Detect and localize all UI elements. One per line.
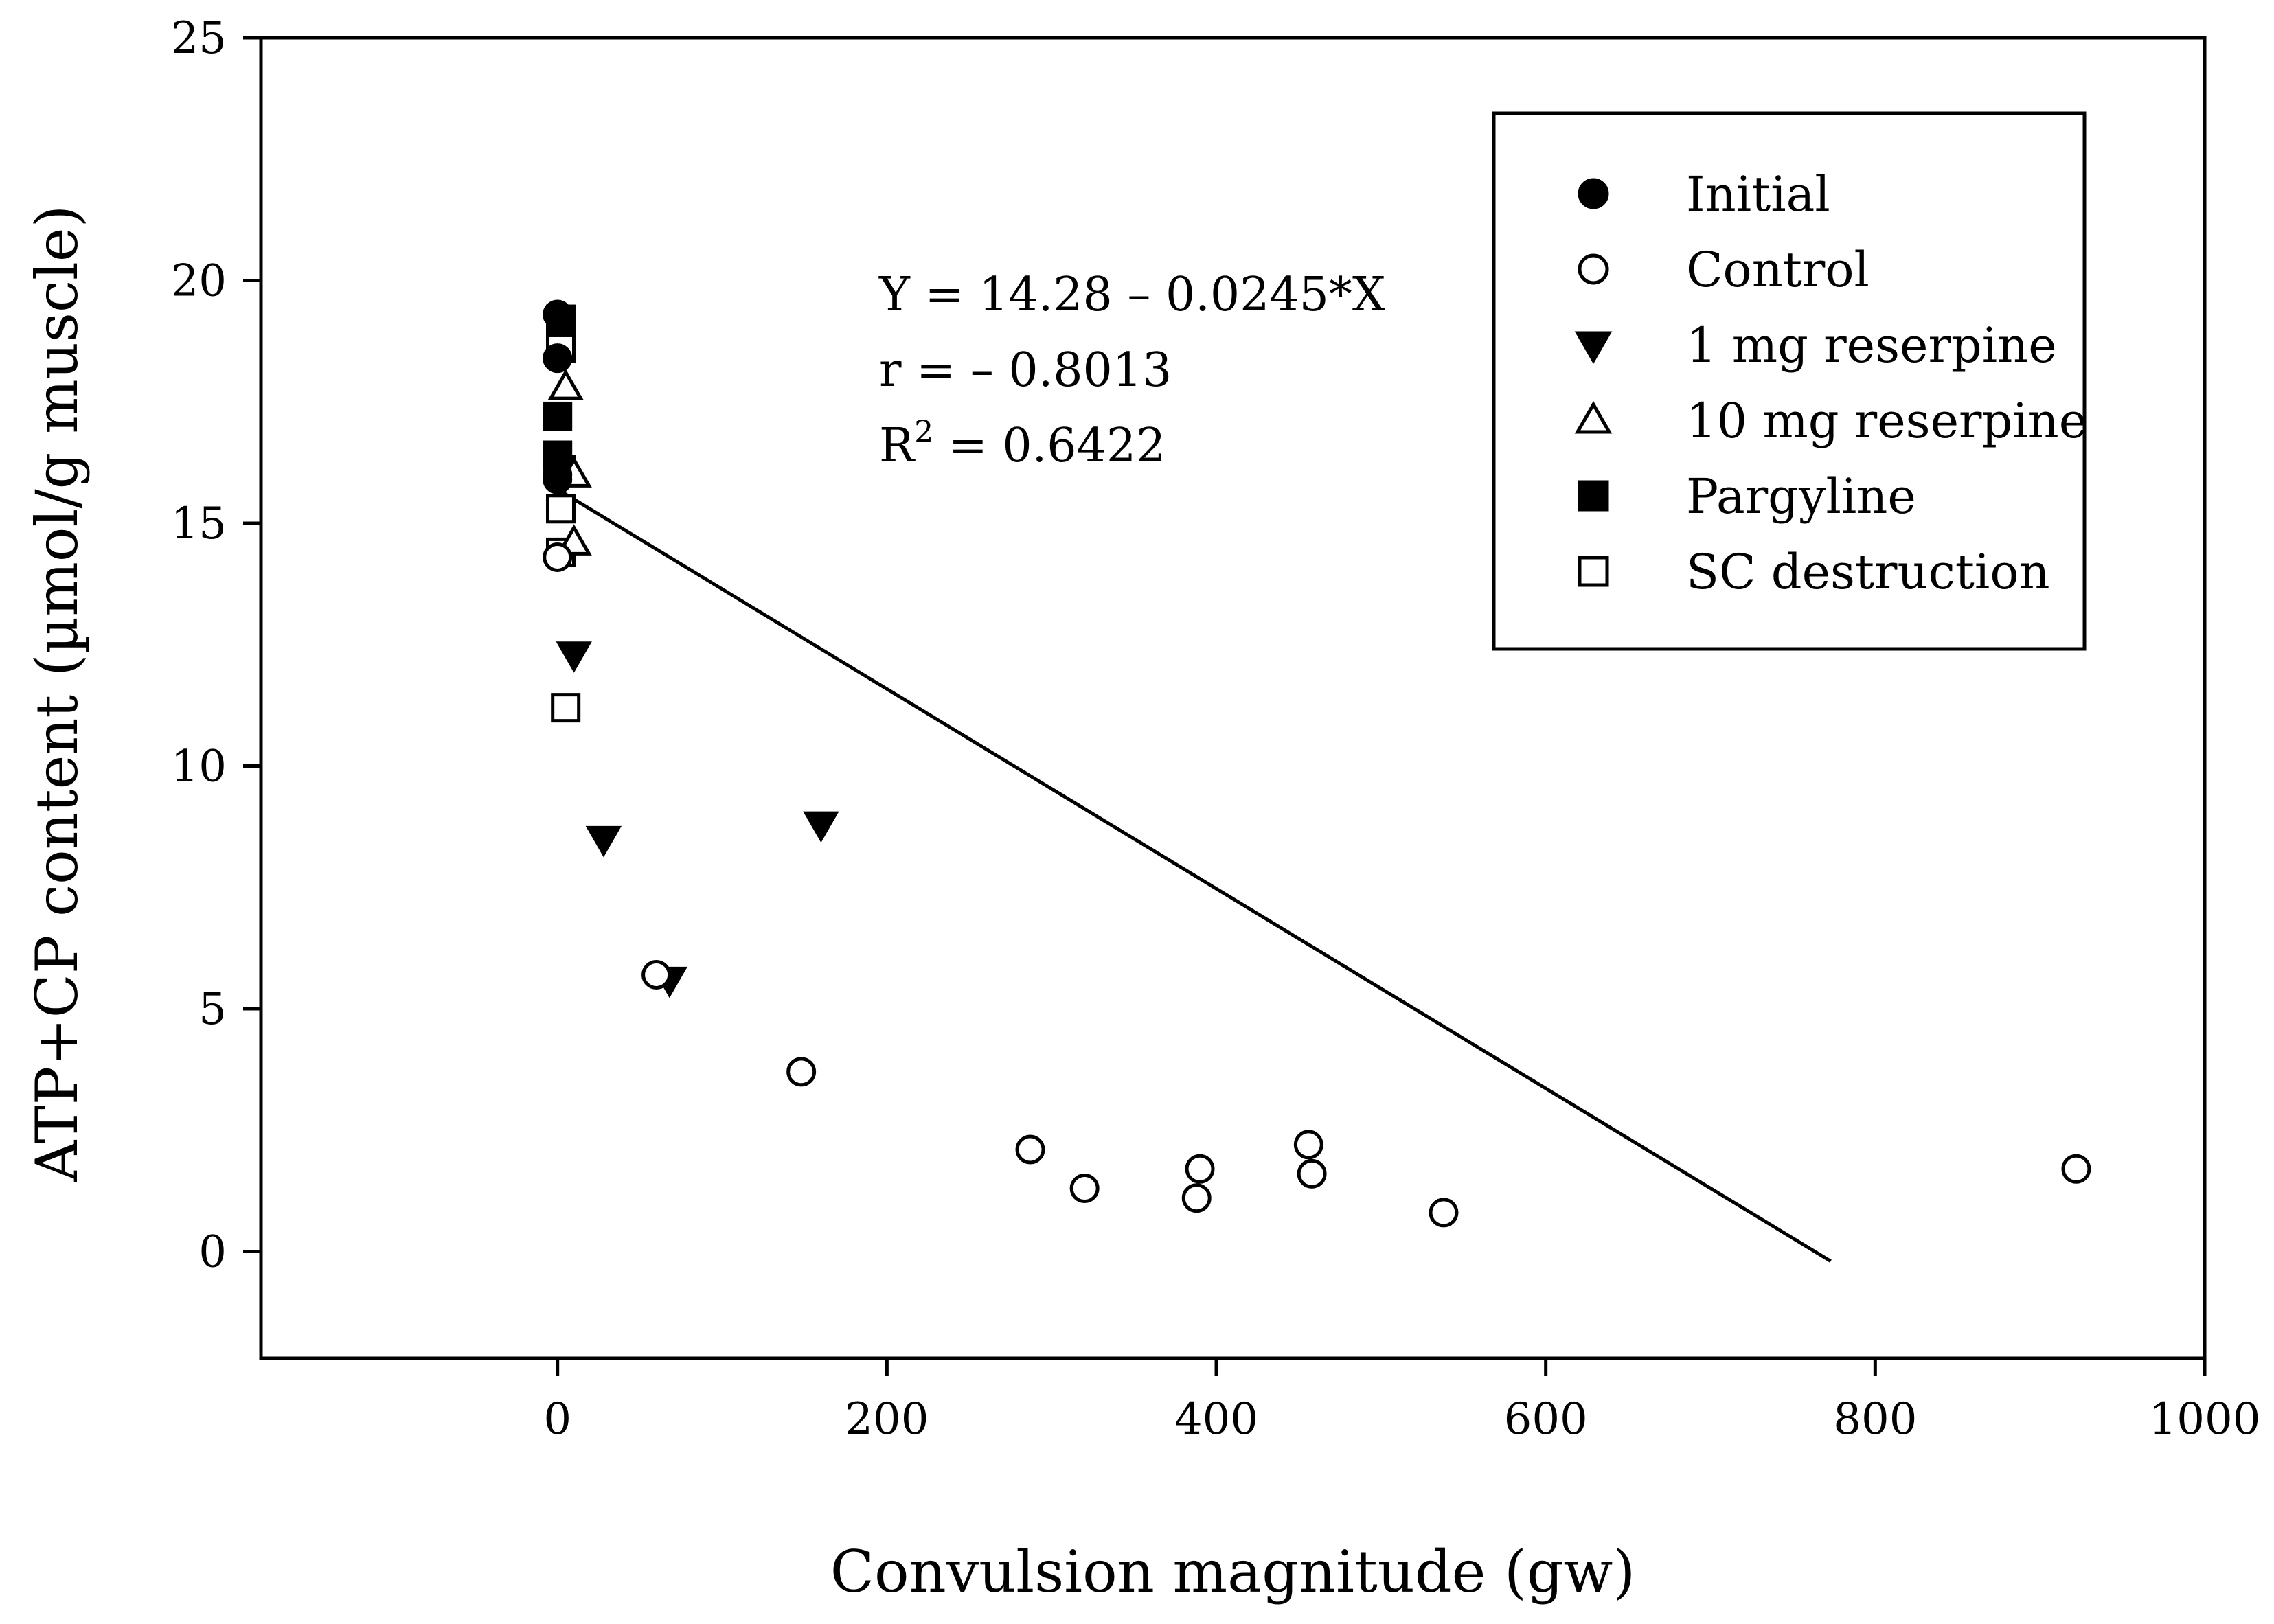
y-tick-label: 25: [171, 13, 227, 64]
legend-label-1-mg-reserpine: 1 mg reserpine: [1686, 317, 2057, 374]
legend-label-sc-destruction: SC destruction: [1686, 544, 2050, 600]
legend-marker-1-mg-reserpine: [1574, 331, 1613, 365]
data-point-1-mg-reserpine: [556, 641, 592, 673]
data-point-control: [1185, 1154, 1215, 1184]
y-tick-label: 10: [171, 741, 227, 792]
y-tick-label: 20: [171, 255, 227, 306]
y-tick-label: 5: [198, 984, 227, 1035]
y-tick-label: 15: [171, 499, 227, 549]
x-tick-label: 0: [543, 1394, 571, 1445]
annotation-line: R2 = 0.6422: [879, 415, 1166, 473]
data-points: [543, 299, 2091, 1228]
data-point-control: [1181, 1183, 1212, 1213]
data-point-control: [2061, 1154, 2091, 1184]
legend-label-10-mg-reserpine: 10 mg reserpine: [1686, 393, 2087, 449]
x-tick-label: 600: [1504, 1394, 1588, 1445]
y-tick-label: 0: [198, 1226, 227, 1277]
data-point-1-mg-reserpine: [803, 811, 839, 843]
legend-marker-control: [1578, 253, 1609, 285]
data-point-initial: [543, 343, 573, 374]
data-point-sc-destruction: [551, 693, 581, 723]
annotation-line: Y = 14.28 – 0.0245*X: [878, 268, 1386, 322]
legend-marker-initial: [1578, 178, 1609, 209]
data-point-control: [543, 542, 573, 572]
annotation-line: r = – 0.8013: [879, 343, 1172, 398]
legend-marker-sc-destruction: [1578, 556, 1609, 587]
data-point-control: [641, 959, 672, 990]
data-point-control: [1297, 1158, 1327, 1189]
data-point-control: [786, 1057, 817, 1087]
data-point-sc-destruction: [545, 494, 576, 524]
axis-ticks: 0 200 400 600 800 1000 0 5 10 15 20 25: [171, 13, 2261, 1445]
data-point-1-mg-reserpine: [585, 825, 622, 858]
legend-label-control: Control: [1686, 242, 1869, 298]
data-point-control: [1429, 1198, 1459, 1228]
data-point-control: [1069, 1174, 1100, 1204]
x-tick-label: 400: [1174, 1394, 1258, 1445]
data-point-pargyline: [543, 401, 573, 431]
legend-label-pargyline: Pargyline: [1686, 468, 1916, 525]
y-axis-title: ATP+CP content (µmol/g muscle): [23, 205, 91, 1183]
plot-frame: [259, 36, 2207, 1360]
regression-line-group: [556, 488, 1832, 1263]
regression-line: [556, 488, 1832, 1263]
legend-marker-10-mg-reserpine: [1574, 400, 1613, 434]
data-point-initial: [543, 464, 573, 494]
x-tick-label: 1000: [2149, 1394, 2261, 1445]
data-point-control: [1293, 1130, 1323, 1160]
data-point-10-mg-reserpine: [547, 369, 584, 400]
x-tick-label: 800: [1833, 1394, 1917, 1445]
data-point-control: [1015, 1134, 1045, 1165]
regression-annotation: Y = 14.28 – 0.0245*X r = – 0.8013 R2 = 0.6…: [878, 268, 1386, 473]
plot-area: [259, 36, 2207, 1360]
x-axis-title: Convulsion magnitude (gw): [830, 1538, 1635, 1605]
legend-marker-pargyline: [1578, 480, 1609, 512]
x-tick-label: 200: [845, 1394, 929, 1445]
legend: Initial Control 1 mg reserpine 10 mg reserp…: [1492, 111, 2087, 651]
data-point-initial: [543, 299, 573, 330]
legend-label-initial: Initial: [1686, 166, 1830, 222]
